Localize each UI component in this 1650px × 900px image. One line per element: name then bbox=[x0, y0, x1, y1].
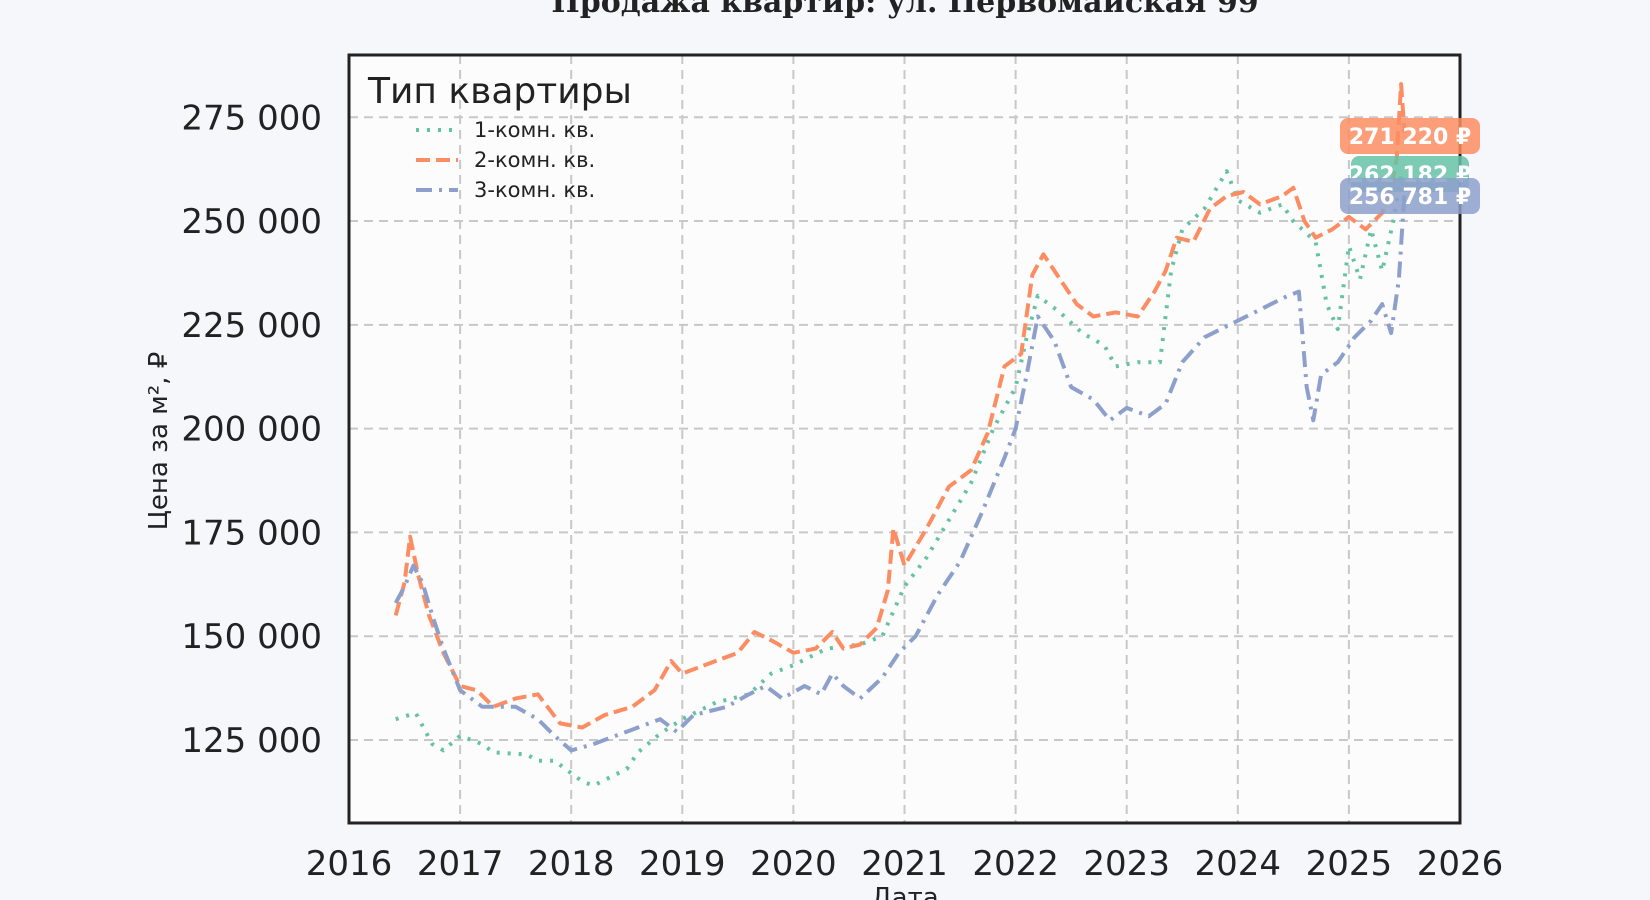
value-badge bbox=[1340, 118, 1480, 154]
x-tick-label: 2021 bbox=[861, 844, 948, 884]
series-line bbox=[395, 169, 1405, 788]
series-line bbox=[393, 82, 1407, 730]
last-value-badges: 271 220 ₽262 182 ₽256 781 ₽ bbox=[1340, 118, 1480, 214]
y-tick-label: 250 000 bbox=[181, 202, 322, 242]
x-tick-label: 2024 bbox=[1195, 844, 1282, 884]
y-axis-ticks: 125 000 150 000 175 000 200 000 225 000 250 0… bbox=[181, 98, 322, 761]
legend-label: 3-комн. кв. bbox=[474, 178, 595, 202]
value-badge-label: 256 781 ₽ bbox=[1349, 185, 1471, 210]
x-tick-label: 2026 bbox=[1417, 844, 1504, 884]
x-tick-label: 2020 bbox=[750, 844, 837, 884]
y-tick-label: 225 000 bbox=[181, 306, 322, 346]
value-badge-label: 271 220 ₽ bbox=[1349, 125, 1471, 150]
value-badge bbox=[1340, 178, 1480, 214]
x-tick-label: 2023 bbox=[1083, 844, 1170, 884]
x-tick-label: 2019 bbox=[639, 844, 726, 884]
x-axis-label: Дата bbox=[871, 883, 938, 900]
plot-frame bbox=[347, 53, 1462, 825]
chart-title: Продажа квартир: ул. Первомайская 99 bbox=[551, 0, 1258, 20]
x-axis-ticks: 2016 2017 2018 2019 2020 2021 2022 2023 2024 2025… bbox=[306, 844, 1504, 884]
y-tick-label: 275 000 bbox=[181, 98, 322, 138]
y-tick-label: 175 000 bbox=[181, 513, 322, 553]
legend-label: 1-комн. кв. bbox=[474, 118, 595, 142]
series-line bbox=[393, 192, 1407, 753]
legend-title: Тип квартиры bbox=[367, 71, 632, 112]
series-lines bbox=[393, 82, 1407, 788]
x-tick-label: 2017 bbox=[417, 844, 504, 884]
x-tick-label: 2022 bbox=[972, 844, 1059, 884]
x-tick-label: 2025 bbox=[1306, 844, 1393, 884]
y-tick-label: 200 000 bbox=[181, 410, 322, 450]
legend-label: 2-комн. кв. bbox=[474, 148, 595, 172]
y-axis-label: Цена за м², ₽ bbox=[144, 352, 174, 531]
legend-entries: 1-комн. кв. 2-комн. кв. 3-комн. кв. bbox=[416, 118, 595, 202]
y-tick-label: 150 000 bbox=[181, 617, 322, 657]
x-tick-label: 2018 bbox=[528, 844, 615, 884]
x-tick-label: 2016 bbox=[306, 844, 393, 884]
y-tick-label: 125 000 bbox=[181, 721, 322, 761]
legend: Тип квартиры 1-комн. кв. 2-комн. кв. 3-ком… bbox=[367, 71, 632, 202]
